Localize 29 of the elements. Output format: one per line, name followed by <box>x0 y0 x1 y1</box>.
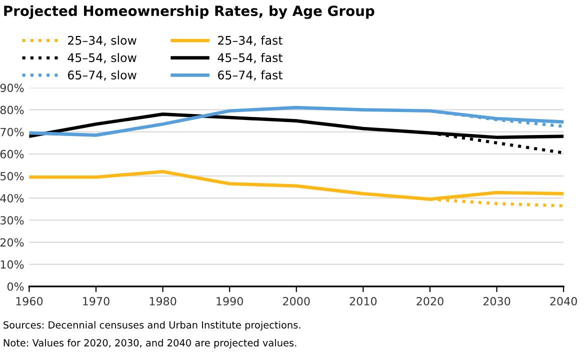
y-tick-label: 0% <box>7 282 24 291</box>
x-tick-label: 1960 <box>16 297 43 306</box>
legend-label: 45–54, slow <box>68 53 136 64</box>
legend-label: 45–54, fast <box>218 53 283 64</box>
legend-label: 25–34, slow <box>68 36 136 46</box>
x-tick-label: 1980 <box>150 297 176 306</box>
y-tick-label: 70% <box>0 128 24 136</box>
text: Note: Values for 2020, 2030, and 2040 are projected values. <box>4 338 296 348</box>
y-tick-label: 80% <box>0 106 24 114</box>
legend-label: 25–34, fast <box>218 36 283 46</box>
x-tick-label: 1990 <box>216 297 243 306</box>
x-tick-label: 2010 <box>350 297 377 306</box>
chart-title: Projected Homeownership Rates, by Age Group <box>4 5 374 19</box>
y-tick-label: 10% <box>0 260 24 269</box>
y-tick-label: 20% <box>0 238 24 247</box>
x-tick-label: 1970 <box>83 297 110 306</box>
y-tick-label: 90% <box>0 84 24 92</box>
y-tick-label: 50% <box>0 172 24 180</box>
y-tick-label: 40% <box>0 194 24 202</box>
x-tick-label: 2000 <box>283 297 310 306</box>
x-tick-label: 2030 <box>483 297 510 306</box>
y-tick-label: 30% <box>0 216 24 225</box>
source-note: Sources: Decennial censuses and Urban Institute projections. <box>4 321 300 330</box>
x-tick-label: 2020 <box>416 297 444 306</box>
legend-label: 65–74, slow <box>68 70 136 81</box>
line-series <box>29 106 564 137</box>
legend-label: 65–74, fast <box>218 70 283 81</box>
x-tick-label: 2040 <box>550 297 577 306</box>
y-tick-label: 60% <box>0 150 24 158</box>
